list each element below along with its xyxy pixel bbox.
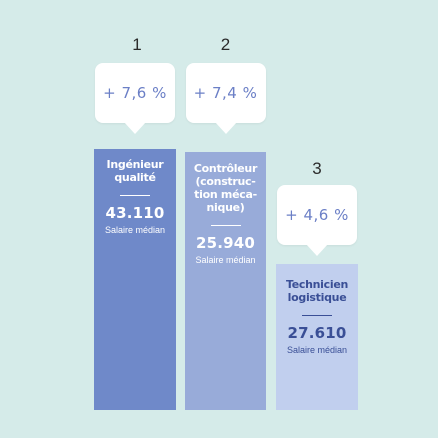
salary-bar: Contrôleur (construc- tion méca- nique) 2… xyxy=(185,152,266,410)
rank-label: 1 xyxy=(132,35,142,54)
category-label: Contrôleur (construc- tion méca- nique) xyxy=(193,162,258,214)
divider xyxy=(210,225,241,226)
salary-value: 43.110 xyxy=(105,204,165,222)
growth-label: + 4,6 % xyxy=(285,206,349,224)
divider xyxy=(120,195,150,196)
salary-caption: Salaire médian xyxy=(195,255,256,265)
salary-bar: Ingénieur qualité 43.110 Salaire médian xyxy=(94,149,176,410)
category-label: Ingénieur qualité xyxy=(106,158,164,184)
growth-bubble: + 4,6 % xyxy=(277,185,357,256)
rank-label: 3 xyxy=(312,159,322,178)
growth-label: + 7,4 % xyxy=(193,84,258,102)
growth-label: + 7,6 % xyxy=(103,84,167,102)
salary-caption: Salaire médian xyxy=(104,225,166,235)
growth-bubble: + 7,4 % xyxy=(185,63,266,134)
divider xyxy=(302,315,332,316)
salary-value: 27.610 xyxy=(287,324,347,342)
salary-value: 25.940 xyxy=(195,234,256,252)
category-label: Technicien logistique xyxy=(285,278,349,304)
salary-bar: Technicien logistique 27.610 Salaire média… xyxy=(276,264,358,410)
rank-label: 2 xyxy=(220,35,231,54)
growth-bubble: + 7,6 % xyxy=(95,63,175,134)
salary-caption: Salaire médian xyxy=(286,345,348,355)
